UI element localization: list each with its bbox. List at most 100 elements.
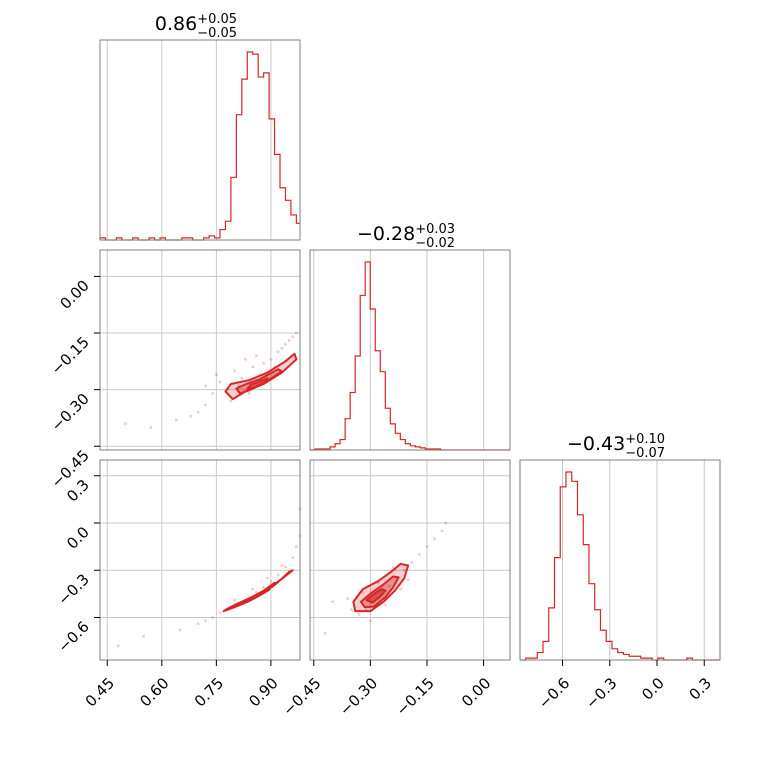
contour-1-sample-point-17 (178, 628, 182, 632)
contour-2-sample-point-23 (444, 521, 448, 525)
param-1-title-minus: −0.02 (415, 236, 455, 251)
contour-0-sample-point-12 (229, 399, 233, 403)
contour-1-sample-point-12 (294, 545, 298, 549)
contour-panel-bg-2 (310, 460, 510, 660)
y-2-tick-label-0: −0.6 (54, 618, 92, 656)
contour-2-sample-point-18 (406, 578, 410, 582)
contour-1-sample-point-10 (284, 565, 287, 569)
contour-2-sample-point-11 (440, 529, 444, 533)
contour-0-sample-point-17 (214, 373, 218, 376)
contour-1-sample-point-11 (291, 556, 295, 560)
x-1-tick-label-2: −0.15 (393, 674, 438, 719)
contour-1-sample-point-20 (265, 576, 269, 580)
x-0-tick-label-2: 0.75 (191, 674, 227, 710)
contour-1-sample-point-21 (280, 564, 284, 567)
x-2-tick-label-3: 0.3 (685, 674, 715, 704)
contour-0-sample-point-24 (204, 384, 207, 388)
contour-0-sample-point-15 (196, 410, 200, 414)
hist-panel-bg-2 (520, 460, 720, 660)
contour-0-sample-point-23 (254, 354, 258, 358)
contour-0-sample-point-22 (244, 358, 247, 361)
contour-0-sample-point-9 (287, 339, 291, 342)
contour-1-sample-point-22 (142, 634, 146, 638)
contour-2-sample-point-12 (350, 608, 353, 612)
param-1-title: −0.28+0.03 (357, 222, 455, 245)
param-0-title: 0.86+0.05 (155, 12, 237, 35)
contour-2-sample-point-22 (323, 631, 327, 635)
y-1-tick-label-2: −0.15 (48, 333, 93, 378)
param-2-title-plus: +0.10 (625, 432, 665, 447)
x-2-tick-label-1: −0.3 (582, 674, 620, 712)
y-1-tick-label-1: −0.30 (48, 390, 93, 435)
hist-panel-bg-0 (100, 40, 300, 240)
contour-1-sample-point-8 (269, 579, 273, 583)
contour-0-sample-point-8 (284, 342, 287, 346)
param-2-title-value: −0.43 (567, 433, 625, 455)
contour-0-level-2 (246, 377, 269, 390)
contour-1-sample-point-15 (204, 619, 207, 623)
contour-2-sample-point-15 (399, 587, 402, 591)
y-2-tick-label-1: −0.3 (54, 570, 92, 608)
hist-panel-frame-0 (99, 39, 301, 241)
contour-1-sample-point-19 (251, 587, 255, 591)
param-2-title: −0.43+0.10 (567, 432, 665, 455)
contour-2-sample-point-4 (387, 584, 391, 588)
contour-panel-frame-1 (99, 459, 301, 661)
x-1-tick-label-1: −0.30 (336, 674, 381, 719)
contour-1-sample-point-7 (262, 586, 266, 589)
contour-1-sample-point-1 (218, 611, 222, 615)
y-2-tick-label-2: 0.0 (63, 523, 93, 553)
contour-0-sample-point-25 (174, 418, 178, 422)
contour-0-sample-point-11 (294, 331, 298, 335)
x-0-tick-label-3: 0.90 (245, 674, 281, 710)
contour-0-sample-point-6 (269, 358, 273, 361)
contour-0-sample-point-4 (251, 365, 255, 369)
hist-panel-frame-1 (309, 249, 511, 451)
contour-panel-bg-1 (100, 460, 300, 660)
hist-panel-bg-1 (310, 250, 510, 450)
param-0-title-plus: +0.05 (197, 12, 237, 27)
param-1-title-plus: +0.03 (415, 222, 455, 237)
param-1-title-value: −0.28 (357, 223, 415, 245)
contour-0-sample-point-27 (124, 422, 127, 425)
contour-2-sample-point-9 (425, 545, 429, 549)
contour-2-sample-point-10 (433, 537, 436, 541)
contour-1-sample-point-0 (211, 616, 215, 619)
param-2-title-minus: −0.07 (625, 446, 665, 461)
x-0-tick-label-0: 0.45 (82, 674, 118, 710)
contour-0-sample-point-3 (240, 376, 244, 380)
contour-2-level-2 (365, 588, 387, 604)
contour-1-sample-point-16 (196, 622, 200, 626)
hist-panel-frame-2 (519, 459, 721, 661)
contour-2-sample-point-21 (331, 600, 335, 604)
x-2-tick-label-2: 0.0 (638, 674, 668, 704)
contour-2-sample-point-19 (391, 565, 395, 569)
contour-2-sample-point-8 (418, 553, 421, 556)
contour-2-sample-point-14 (384, 603, 387, 607)
contour-0-sample-point-5 (262, 361, 266, 365)
contour-0-sample-point-26 (149, 425, 153, 429)
contour-panel-frame-2 (309, 459, 511, 661)
contour-2-sample-point-0 (357, 612, 361, 616)
contour-1-level-2 (244, 588, 271, 603)
contour-0-sample-point-19 (247, 391, 251, 395)
contour-1-sample-point-6 (254, 590, 258, 594)
contour-0-sample-point-10 (291, 335, 295, 339)
contour-2-sample-point-13 (368, 619, 372, 623)
contour-1-sample-point-18 (233, 598, 236, 602)
y-1-tick-label-3: 0.00 (56, 277, 92, 313)
param-0-title-value: 0.86 (155, 13, 197, 35)
contour-panel-bg-0 (100, 250, 300, 450)
contour-2-sample-point-6 (402, 568, 406, 572)
contour-2-sample-point-7 (410, 560, 414, 564)
contour-0-sample-point-2 (233, 369, 236, 373)
contour-0-sample-point-7 (276, 350, 280, 354)
contour-0-sample-point-0 (218, 380, 222, 384)
hist-0-step-line (99, 51, 300, 241)
contour-1-sample-point-9 (276, 573, 280, 577)
contour-panel-frame-0 (99, 249, 301, 451)
contour-0-sample-point-28 (280, 346, 284, 350)
contour-0-sample-point-16 (189, 414, 193, 418)
contour-1-sample-point-23 (116, 644, 120, 648)
